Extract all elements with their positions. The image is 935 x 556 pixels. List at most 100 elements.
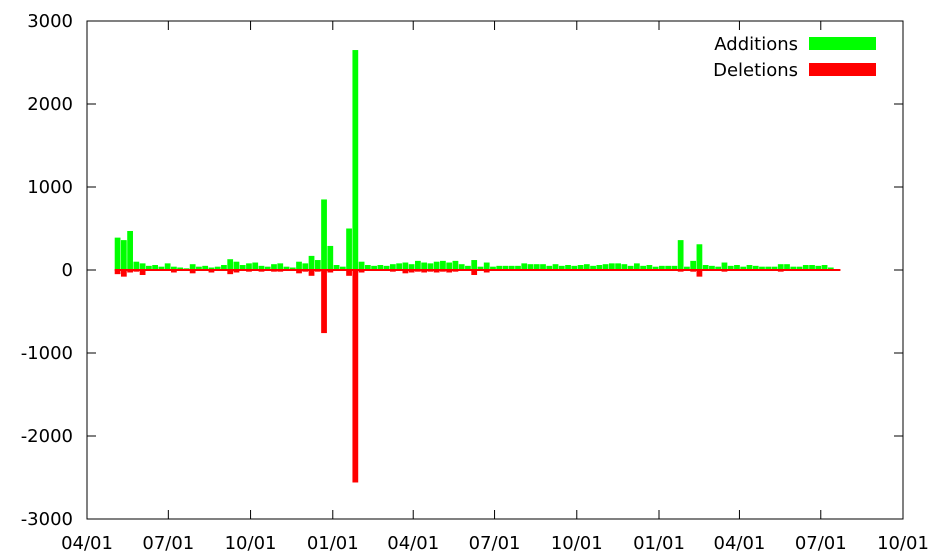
additions-bar — [120, 240, 127, 270]
x-tick-label: 10/01 — [225, 533, 277, 554]
deletions-bar — [321, 270, 327, 334]
deletions-bar — [471, 270, 478, 275]
additions-bar — [314, 260, 321, 270]
additions-bar — [283, 266, 290, 270]
x-tick-label: 01/01 — [633, 533, 685, 554]
additions-bar — [677, 240, 684, 270]
additions-bar — [371, 265, 377, 270]
additions-bar — [684, 266, 690, 270]
additions-bar — [590, 265, 596, 270]
additions-bar — [164, 263, 171, 270]
y-tick-labels: 3000 2000 1000 0 -1000 -2000 -3000 — [21, 11, 73, 530]
additions-bar — [177, 267, 184, 270]
additions-bar — [377, 265, 384, 270]
y-tick-label: 1000 — [27, 177, 73, 198]
additions-bar — [452, 260, 459, 270]
deletions-bar — [346, 270, 352, 276]
additions-bar — [271, 264, 277, 270]
y-tick-label: -1000 — [21, 343, 73, 364]
deletions-bar — [296, 270, 302, 274]
y-tick-label: 3000 — [27, 11, 73, 32]
additions-bar — [246, 263, 252, 270]
additions-bar — [427, 263, 434, 270]
additions-bar — [508, 265, 515, 270]
x-tick-label: 07/01 — [142, 533, 194, 554]
y-tick-label: 2000 — [27, 94, 73, 115]
additions-bar — [483, 262, 490, 270]
additions-bar — [133, 261, 140, 270]
additions-bar — [565, 265, 571, 270]
deletions-legend-swatch — [809, 63, 876, 76]
additions-bar — [809, 265, 815, 270]
additions-bar — [721, 262, 728, 270]
y-tick-label: -3000 — [21, 509, 73, 530]
additions-bar — [421, 262, 428, 270]
additions-bar — [358, 261, 365, 270]
deletions-bar — [358, 270, 365, 273]
additions-bar — [515, 265, 521, 270]
additions-bar — [333, 265, 340, 270]
additions-bar — [277, 263, 284, 270]
additions-bar — [264, 266, 271, 270]
additions-legend-swatch — [809, 37, 876, 50]
additions-bar — [214, 266, 221, 270]
additions-bar — [321, 199, 327, 270]
plot-frame — [86, 20, 904, 520]
additions-bar — [189, 264, 196, 270]
x-tick-labels: 04/01 07/01 10/01 01/01 04/01 07/01 10/01 01/01… — [61, 533, 929, 554]
additions-bar — [208, 267, 215, 270]
additions-bar — [396, 263, 402, 270]
additions-bar — [145, 265, 152, 270]
additions-bar — [777, 264, 784, 270]
additions-bar — [346, 228, 352, 270]
additions-bar — [533, 264, 540, 270]
additions-bar — [289, 267, 296, 270]
additions-bar — [802, 265, 809, 270]
additions-bar — [615, 263, 621, 270]
deletions-bar — [227, 270, 234, 275]
additions-bar — [471, 260, 478, 270]
additions-bar — [752, 265, 759, 270]
deletions-bar — [408, 270, 415, 273]
additions-bar — [308, 255, 315, 270]
additions-bar — [715, 266, 722, 270]
x-tick-label: 04/01 — [61, 533, 113, 554]
additions-bar — [458, 264, 465, 270]
x-tick-label: 01/01 — [307, 533, 359, 554]
additions-bar — [233, 261, 240, 270]
additions-bar — [302, 263, 309, 270]
additions-bar — [696, 244, 703, 270]
additions-bar — [527, 264, 534, 270]
additions-bar — [596, 265, 603, 270]
additions-bar — [790, 266, 797, 270]
additions-bar — [821, 265, 828, 270]
additions-bar — [521, 263, 528, 270]
additions-bar — [652, 266, 659, 270]
x-tick-label: 07/01 — [795, 533, 847, 554]
additions-bar — [558, 265, 565, 270]
additions-bar — [709, 265, 715, 270]
additions-bar — [339, 266, 346, 270]
additions-bar — [734, 265, 740, 270]
additions-bar — [415, 260, 421, 270]
additions-bar — [296, 261, 302, 270]
additions-bar — [552, 264, 559, 270]
additions-bar — [227, 259, 234, 270]
additions-bar — [608, 263, 615, 270]
deletions-bar — [208, 270, 215, 273]
x-tick-label: 10/01 — [877, 533, 929, 554]
deletions-bar — [120, 270, 127, 277]
deletions-bar — [402, 270, 409, 274]
additions-bar — [258, 265, 265, 270]
additions-bar — [759, 266, 765, 270]
additions-bar — [352, 50, 359, 270]
additions-bar — [327, 245, 334, 270]
additions-bar — [433, 261, 440, 270]
deletions-bar — [696, 270, 703, 277]
additions-bar — [633, 263, 640, 270]
additions-bar — [796, 266, 803, 270]
deletions-bar — [189, 270, 196, 274]
additions-bar — [546, 265, 553, 270]
deletions-bar — [327, 270, 334, 273]
y-tick-label: -2000 — [21, 426, 73, 447]
